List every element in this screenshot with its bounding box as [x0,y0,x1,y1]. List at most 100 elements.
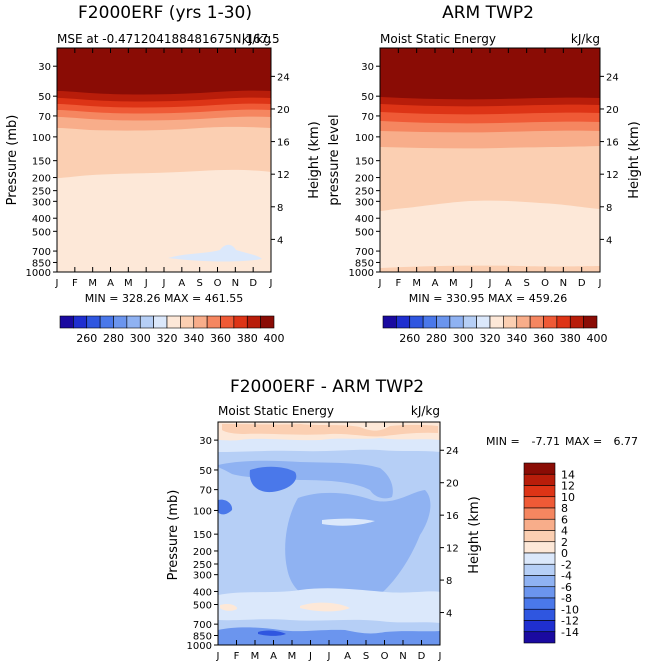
colorbar-label: -10 [561,603,579,616]
x-tick-label: J [327,651,331,662]
x-tick-label: J [269,278,273,289]
min-max-line: MIN = 328.26 MAX = 461.55 [85,292,243,305]
x-tick-label: A [107,278,114,289]
y-tick-label-right: 20 [277,105,290,116]
colorbar-swatch [126,315,141,329]
x-tick-label: A [432,278,439,289]
colorbar-swatch [396,315,411,329]
x-tick-label: M [449,278,458,289]
y-tick-label-left: 150 [193,530,212,541]
colorbar-swatch [523,631,556,644]
x-tick-label: M [124,278,133,289]
colorbar-swatch [462,315,477,329]
y-tick-label-right: 24 [606,72,619,83]
colorbar-label: 280 [103,332,124,345]
colorbar-swatch [503,315,518,329]
x-tick-label: J [598,278,602,289]
y-tick-label-left: 500 [355,227,374,238]
x-tick-label: J [469,278,473,289]
plot-area [379,47,601,273]
x-tick-label: J [378,278,382,289]
y-tick-label-left: 850 [193,632,212,643]
y-tick-label-left: 30 [361,62,374,73]
y-tick-label-left: 400 [32,214,51,225]
colorbar-label: 260 [76,332,97,345]
y-tick-label-left: 100 [193,506,212,517]
colorbar-label: 340 [506,332,527,345]
colorbar-label: 4 [561,525,568,538]
colorbar-swatch [436,315,451,329]
x-tick-label: F [395,278,401,289]
colorbar-swatch [523,552,556,565]
colorbar-swatch [113,315,128,329]
x-tick-label: J [308,651,312,662]
colorbar-swatch [153,315,168,329]
panel-obs: ARM TWP2 Moist Static Energy kJ/kg 30 50 7… [327,3,642,345]
y-axis-label-right: Height (km) [467,496,482,573]
y-tick-label-right: 4 [606,235,612,246]
colorbar-label: -2 [561,558,572,571]
x-tick-label: J [55,278,59,289]
y-tick-label-right: 16 [606,138,619,149]
colorbar-label: 380 [560,332,581,345]
panel-subtitle-left: Moist Static Energy [380,32,496,46]
y-axis-label-left: Pressure (mb) [5,115,20,206]
colorbar-swatch [523,462,556,475]
x-tick-label: S [196,278,202,289]
max-label: MAX = [565,435,602,448]
y-tick-label-left: 1000 [349,268,374,279]
y-tick-label-left: 70 [361,112,374,123]
panel-units: kJ/kg [411,404,440,418]
panel-title: F2000ERF (yrs 1-30) [78,3,252,23]
colorbar-swatch [233,315,248,329]
y-tick-label-left: 300 [355,197,374,208]
y-tick-label-right: 8 [606,203,612,214]
diff-band-minus-2-to-minus-4-mid [285,490,431,603]
y-tick-label-left: 1000 [187,641,212,652]
y-tick-label-right: 4 [446,609,452,620]
panel-diff: F2000ERF - ARM TWP2 Moist Static Energy … [166,377,638,662]
x-tick-label: J [216,651,220,662]
colorbar-label: 300 [130,332,151,345]
y-tick-label-left: 1000 [26,268,51,279]
colorbar-label: -8 [561,592,572,605]
y-tick-label-left: 70 [199,486,212,497]
y-tick-label-right: 24 [277,72,290,83]
x-tick-label: M [88,278,97,289]
colorbar-swatch [523,620,556,633]
y-axis-label-right: Height (km) [627,121,642,198]
panel-units: kJ/kg [242,32,271,46]
y-tick-label-left: 200 [355,174,374,185]
colorbar-label: 260 [399,332,420,345]
x-tick-label: F [72,278,78,289]
diff-band-minus-2-to-0-patch [322,518,375,526]
y-tick-label-left: 700 [193,620,212,631]
panel-title: ARM TWP2 [442,3,534,23]
x-tick-label: D [249,278,257,289]
y-tick-label-left: 30 [199,436,212,447]
y-axis-label-left: pressure level [327,114,342,205]
colorbar-swatch [260,315,275,329]
colorbar-swatch [166,315,181,329]
y-tick-label-left: 200 [32,174,51,185]
colorbar-label: 12 [561,480,575,493]
y-tick-label-right: 24 [446,446,459,457]
colorbar-swatch [523,530,556,543]
colorbar-swatch [583,315,598,329]
colorbar-swatch [523,496,556,509]
x-tick-label: S [523,278,529,289]
band-320-330-patch [168,244,262,262]
colorbar-label: -6 [561,581,572,594]
y-tick-label-left: 300 [193,571,212,582]
colorbar-swatch [99,315,114,329]
colorbar-swatch [139,315,154,329]
x-tick-label: J [488,278,492,289]
x-tick-label: D [418,651,426,662]
colorbar-swatch [382,315,397,329]
colorbar-label: 10 [561,491,575,504]
x-tick-label: M [412,278,421,289]
y-tick-label-right: 8 [446,576,452,587]
y-tick-label-left: 150 [32,157,51,168]
y-tick-label-right: 4 [277,235,283,246]
x-tick-label: N [232,278,239,289]
